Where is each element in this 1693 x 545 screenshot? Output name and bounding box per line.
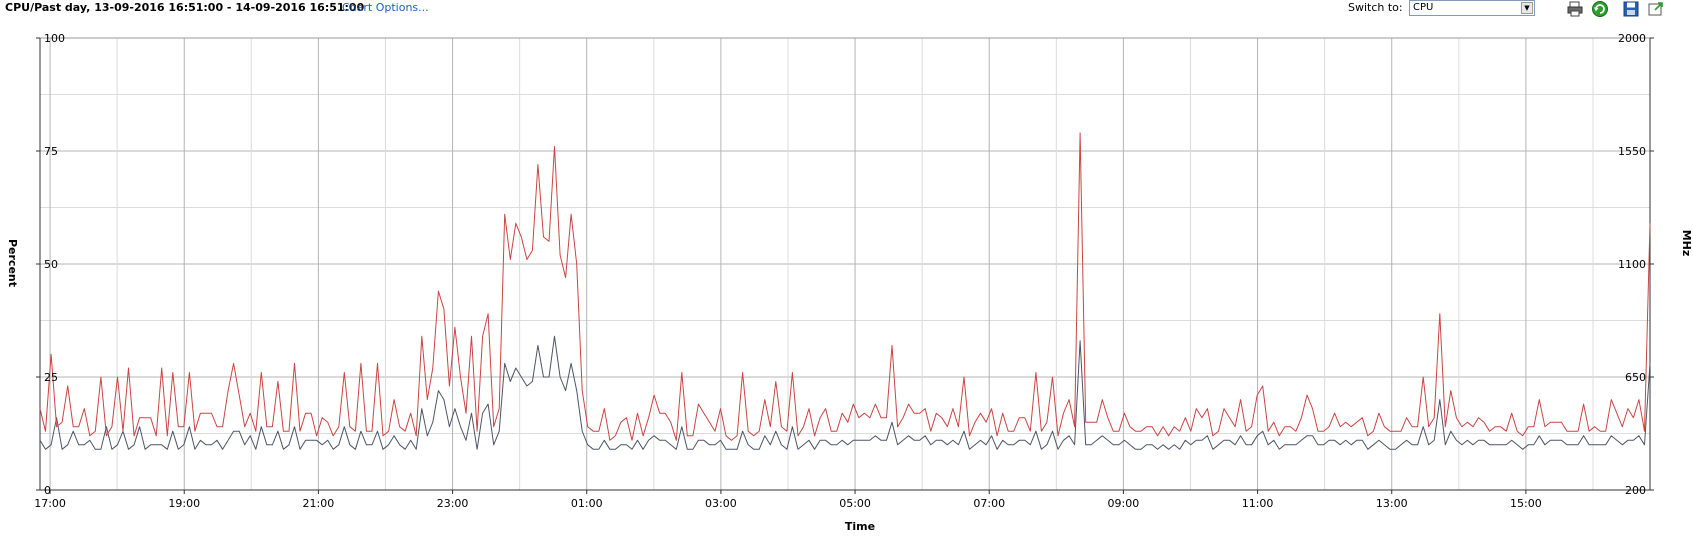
- x-tick-label: 09:00: [1108, 497, 1140, 510]
- y2-tick-label: 1550: [1618, 145, 1646, 158]
- x-tick-label: 17:00: [34, 497, 66, 510]
- grid: [40, 37, 1650, 491]
- x-tick-label: 23:00: [437, 497, 469, 510]
- tick-labels: 0 25 50 75 100 200 650 1100 1550 2000 17:00 19:00 21…: [34, 32, 1646, 510]
- y2-tick-label: 2000: [1618, 32, 1646, 45]
- x-tick-label: 05:00: [839, 497, 871, 510]
- x-tick-label: 15:00: [1510, 497, 1542, 510]
- x-tick-label: 07:00: [973, 497, 1005, 510]
- y2-axis-title: MHz: [1680, 230, 1693, 257]
- switch-to-label: Switch to:: [1348, 1, 1403, 14]
- switch-to-value: CPU: [1413, 2, 1434, 13]
- series-line-percent-dark: [39, 335, 1651, 450]
- chart-options-link[interactable]: Chart Options...: [342, 1, 429, 14]
- y-tick-label: 75: [44, 145, 58, 158]
- print-icon[interactable]: [1566, 0, 1584, 18]
- export-icon[interactable]: [1647, 0, 1665, 18]
- x-tick-label: 19:00: [168, 497, 200, 510]
- series: [39, 132, 1651, 450]
- y-tick-label: 0: [44, 484, 51, 497]
- refresh-icon[interactable]: [1591, 0, 1609, 18]
- save-icon[interactable]: [1622, 0, 1640, 18]
- y-tick-label: 100: [44, 32, 65, 45]
- x-tick-label: 13:00: [1376, 497, 1408, 510]
- y-axis-title: Percent: [6, 239, 19, 287]
- axes: [36, 37, 1654, 494]
- y2-tick-label: 650: [1625, 371, 1646, 384]
- x-tick-label: 01:00: [571, 497, 603, 510]
- x-tick-label: 03:00: [705, 497, 737, 510]
- series-line-percent-red: [39, 132, 1651, 441]
- x-tick-label: 21:00: [303, 497, 335, 510]
- y-tick-label: 50: [44, 258, 58, 271]
- y2-tick-label: 200: [1625, 484, 1646, 497]
- x-tick-label: 11:00: [1242, 497, 1274, 510]
- y2-tick-label: 1100: [1618, 258, 1646, 271]
- chart-title: CPU/Past day, 13-09-2016 16:51:00 - 14-0…: [5, 1, 365, 14]
- chevron-down-icon[interactable]: ▼: [1521, 2, 1533, 14]
- y-tick-label: 25: [44, 371, 58, 384]
- x-axis-title: Time: [845, 520, 875, 533]
- switch-to-select[interactable]: CPU ▼: [1409, 0, 1535, 16]
